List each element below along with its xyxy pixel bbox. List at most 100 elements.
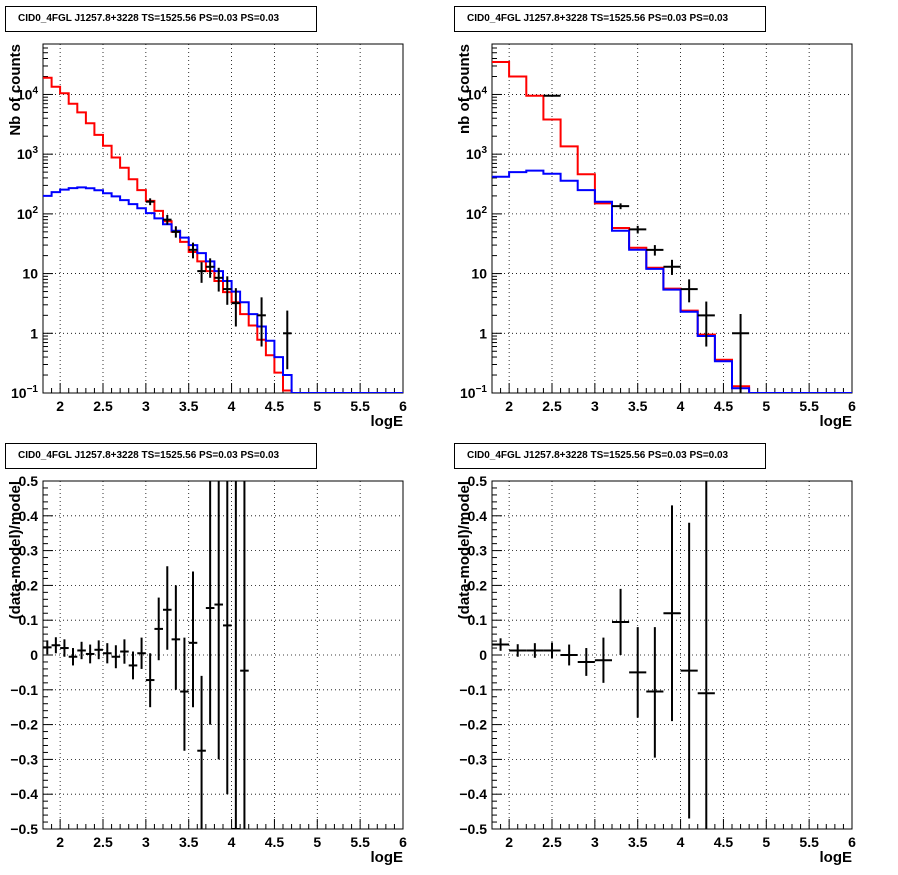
x-tick-label: 5.5 xyxy=(799,398,819,414)
data-point xyxy=(171,226,181,238)
panel-title-bottom-right: CID0_4FGL J1257.8+3228 TS=1525.56 PS=0.0… xyxy=(454,443,766,469)
data-point xyxy=(223,481,232,795)
data-point xyxy=(283,310,292,370)
x-tick-label: 4 xyxy=(228,834,236,850)
y-tick-label: 103 xyxy=(466,145,488,162)
panel-title-bottom-left: CID0_4FGL J1257.8+3228 TS=1525.56 PS=0.0… xyxy=(5,443,317,469)
x-axis-label: logE xyxy=(820,849,853,866)
y-tick-label: 10−1 xyxy=(460,384,487,401)
x-tick-label: 2.5 xyxy=(93,834,113,850)
data-point xyxy=(492,638,510,651)
x-tick-label: 5.5 xyxy=(350,398,370,414)
y-tick-label: 0.3 xyxy=(468,543,488,559)
model-source-line xyxy=(492,169,852,393)
panel-title-top-left: CID0_4FGL J1257.8+3228 TS=1525.56 PS=0.0… xyxy=(5,6,317,32)
x-tick-label: 2 xyxy=(505,398,513,414)
x-tick-label: 5.5 xyxy=(350,834,370,850)
data-point xyxy=(205,258,215,278)
data-point xyxy=(697,481,715,829)
data-layer xyxy=(43,76,403,393)
x-tick-label: 2 xyxy=(56,834,64,850)
tick-marks xyxy=(42,480,404,830)
data-point xyxy=(629,627,647,718)
x-tick-label: 4.5 xyxy=(265,834,285,850)
x-tick-label: 5 xyxy=(313,834,321,850)
x-tick-label: 4.5 xyxy=(714,398,734,414)
x-tick-label: 2.5 xyxy=(93,398,113,414)
x-tick-label: 2.5 xyxy=(542,834,562,850)
data-point xyxy=(188,571,198,708)
x-tick-label: 3 xyxy=(591,398,599,414)
y-tick-label: −0.5 xyxy=(10,821,38,837)
x-tick-label: 2.5 xyxy=(542,398,562,414)
y-tick-label: 0 xyxy=(479,647,487,663)
x-tick-label: 3.5 xyxy=(179,834,199,850)
data-point xyxy=(171,585,181,690)
data-point xyxy=(680,522,698,819)
x-tick-label: 5 xyxy=(762,834,770,850)
data-point xyxy=(732,314,750,393)
data-point xyxy=(77,641,86,660)
x-axis-label: logE xyxy=(371,849,404,866)
data-point xyxy=(214,267,223,292)
data-point xyxy=(197,675,206,829)
grid-lines xyxy=(43,480,404,830)
y-tick-label: 10 xyxy=(471,266,487,282)
x-tick-label: 4 xyxy=(228,398,236,414)
y-tick-label: −0.3 xyxy=(10,751,38,767)
data-point xyxy=(629,225,647,234)
data-point xyxy=(612,203,630,210)
x-tick-label: 5 xyxy=(762,398,770,414)
data-point xyxy=(543,94,561,97)
data-point xyxy=(205,481,215,725)
data-point xyxy=(137,637,146,669)
data-point xyxy=(94,640,103,660)
y-tick-label: 0.2 xyxy=(468,577,488,593)
data-point xyxy=(51,637,61,654)
data-point xyxy=(197,262,206,283)
y-tick-label: −0.5 xyxy=(459,821,487,837)
data-point xyxy=(646,627,664,758)
data-point xyxy=(526,643,544,658)
y-tick-label: 0.4 xyxy=(19,508,39,524)
tick-marks xyxy=(491,43,853,394)
data-point xyxy=(594,637,612,683)
data-point xyxy=(128,651,138,680)
y-tick-label: −0.2 xyxy=(459,717,487,733)
y-tick-label: −0.1 xyxy=(10,682,38,698)
data-point xyxy=(145,198,155,206)
y-tick-label: 0.3 xyxy=(19,543,39,559)
data-point xyxy=(560,644,578,666)
y-tick-label: 0.1 xyxy=(19,612,39,628)
data-point xyxy=(543,642,561,659)
data-point xyxy=(231,288,241,327)
x-axis-label: logE xyxy=(820,413,853,430)
y-axis-label: Nb of counts xyxy=(7,44,24,136)
y-tick-label: 0.5 xyxy=(19,473,39,489)
y-tick-label: 1 xyxy=(479,325,487,341)
y-axis-label: (data-model)/model xyxy=(7,481,24,619)
x-axis-label: logE xyxy=(371,413,404,430)
model-source-line xyxy=(43,186,403,393)
model-total-line xyxy=(43,76,403,393)
data-point xyxy=(663,505,681,722)
data-point xyxy=(154,597,163,661)
x-tick-label: 3.5 xyxy=(628,834,648,850)
y-tick-label: 1 xyxy=(30,325,38,341)
y-tick-label: 104 xyxy=(466,85,488,102)
y-tick-label: 0.4 xyxy=(468,508,488,524)
tick-marks xyxy=(42,43,404,394)
x-tick-label: 5 xyxy=(313,398,321,414)
y-tick-label: 10−1 xyxy=(11,384,38,401)
panel-title-top-right: CID0_4FGL J1257.8+3228 TS=1525.56 PS=0.0… xyxy=(454,6,766,32)
y-tick-label: 0.2 xyxy=(19,577,39,593)
x-tick-label: 4 xyxy=(677,834,685,850)
data-point xyxy=(163,214,172,225)
data-point xyxy=(103,643,112,664)
x-tick-label: 3 xyxy=(142,834,150,850)
